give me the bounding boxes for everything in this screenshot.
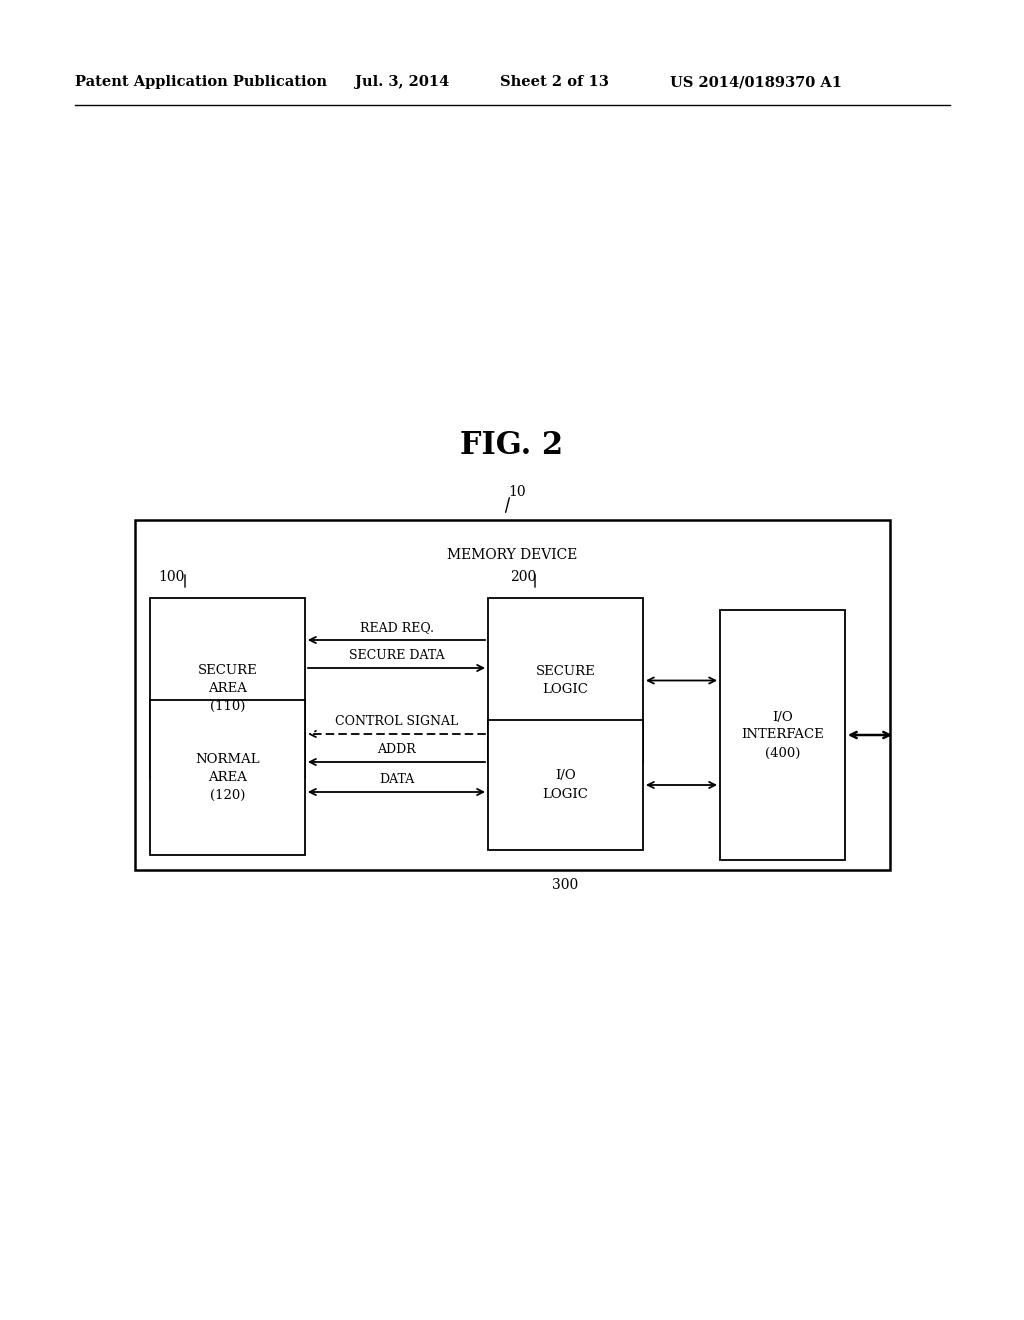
Text: SECURE DATA: SECURE DATA xyxy=(349,649,444,663)
Text: READ REQ.: READ REQ. xyxy=(359,620,433,634)
Text: 300: 300 xyxy=(552,878,579,892)
Text: US 2014/0189370 A1: US 2014/0189370 A1 xyxy=(670,75,842,88)
Text: FIG. 2: FIG. 2 xyxy=(461,430,563,461)
Text: CONTROL SIGNAL: CONTROL SIGNAL xyxy=(335,715,458,729)
Text: SECURE
LOGIC: SECURE LOGIC xyxy=(536,665,595,696)
Bar xyxy=(720,610,845,861)
Text: MEMORY DEVICE: MEMORY DEVICE xyxy=(447,548,578,562)
Text: SECURE
AREA
(110): SECURE AREA (110) xyxy=(198,664,257,713)
Bar xyxy=(488,598,643,763)
Text: 10: 10 xyxy=(508,484,525,499)
Text: Sheet 2 of 13: Sheet 2 of 13 xyxy=(500,75,609,88)
Text: DATA: DATA xyxy=(379,774,414,785)
Text: ADDR: ADDR xyxy=(377,743,416,756)
Text: 200: 200 xyxy=(510,570,537,583)
Text: 100: 100 xyxy=(158,570,184,583)
Bar xyxy=(135,520,890,870)
Text: I/O
INTERFACE
(400): I/O INTERFACE (400) xyxy=(741,710,824,759)
Text: Jul. 3, 2014: Jul. 3, 2014 xyxy=(355,75,450,88)
Bar xyxy=(150,700,305,855)
Text: Patent Application Publication: Patent Application Publication xyxy=(75,75,327,88)
Bar xyxy=(150,598,305,777)
Text: NORMAL
AREA
(120): NORMAL AREA (120) xyxy=(196,752,260,803)
Bar xyxy=(488,719,643,850)
Text: I/O
LOGIC: I/O LOGIC xyxy=(543,770,589,800)
